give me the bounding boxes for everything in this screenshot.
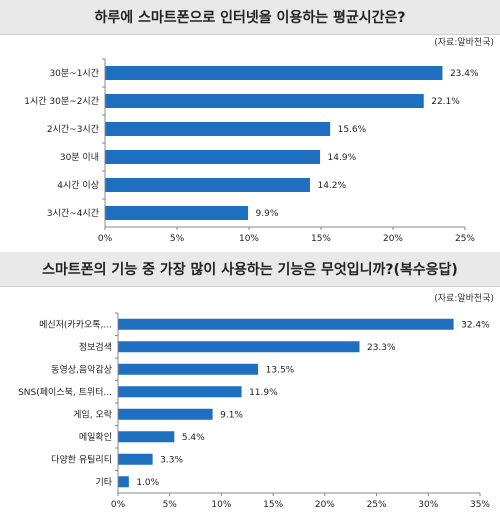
- chart1-bar: [105, 66, 443, 80]
- chart2-value-label: 9.1%: [220, 410, 243, 420]
- chart1-bar: [105, 122, 331, 136]
- chart2-value-label: 11.9%: [249, 388, 278, 398]
- chart2-value-label: 1.0%: [136, 478, 159, 488]
- chart2-value-label: 32.4%: [461, 320, 490, 330]
- chart2-category-label: 정보검색: [79, 341, 112, 353]
- chart1-category-label: 4시간 이상: [57, 180, 99, 191]
- chart1-value-label: 23.4%: [450, 69, 479, 79]
- chart2-value-label: 5.4%: [182, 433, 205, 443]
- chart1-x-tick-label: 0%: [98, 234, 113, 244]
- chart1-source: (자료:알바천국): [434, 37, 494, 48]
- chart2-x-tick-label: 0%: [111, 500, 126, 510]
- chart1-title: 하루에 스마트폰으로 인터넷을 이용하는 평균시간은?: [0, 0, 500, 35]
- chart1-x-tick-label: 15%: [311, 234, 331, 244]
- chart2-bar: [118, 453, 153, 465]
- chart1-value-label: 15.6%: [338, 125, 367, 135]
- chart2-x-tick-label: 25%: [367, 500, 387, 510]
- chart2-title: 스마트폰의 기능 중 가장 많이 사용하는 기능은 무엇입니까?(복수응답): [0, 252, 500, 287]
- chart2-x-tick-label: 10%: [211, 500, 231, 510]
- chart1-value-label: 14.9%: [328, 153, 357, 163]
- chart1-category-label: 30분 이내: [60, 152, 99, 163]
- chart1-value-label: 9.9%: [256, 209, 279, 219]
- chart2-x-tick-label: 35%: [470, 500, 490, 510]
- chart2-source: (자료:알바천국): [434, 293, 494, 304]
- chart2-value-label: 23.3%: [367, 343, 396, 353]
- chart1-x-tick-label: 10%: [239, 234, 259, 244]
- chart2-category-label: 다양한 유틸리티: [51, 454, 112, 465]
- chart2-value-label: 13.5%: [266, 365, 295, 375]
- chart2-category-label: 메일확인: [79, 431, 112, 443]
- chart1-x-tick-label: 25%: [455, 234, 475, 244]
- chart1-value-label: 14.2%: [317, 181, 346, 191]
- chart2-category-label: 메신저(카카오톡,...: [39, 319, 112, 330]
- chart2-plot: (자료:알바천국) 0% 5% 10% 15% 20% 25% 30% 35% 메신저(카카오톡…: [18, 293, 494, 510]
- chart2-bar: [118, 341, 360, 353]
- chart1-category-label: 2시간~3시간: [47, 124, 99, 135]
- chart2-x-tick-label: 20%: [315, 500, 335, 510]
- chart2-category-label: 기타: [95, 477, 112, 488]
- chart2-bar: [118, 386, 242, 398]
- chart2-x-tick-label: 5%: [163, 500, 178, 510]
- chart2-category-label: SNS(페이스북, 트위터...: [18, 387, 112, 398]
- chart1-bar: [105, 178, 310, 192]
- chart2-x-tick-label: 15%: [263, 500, 283, 510]
- chart2-bar: [118, 363, 259, 375]
- chart1-bar: [105, 206, 249, 220]
- chart1-category-label: 1시간 30분~2시간: [24, 96, 99, 107]
- chart1-value-label: 22.1%: [431, 97, 460, 107]
- chart2-x-tick-label: 30%: [418, 500, 438, 510]
- chart2-category-label: 동영상,음악감상: [51, 363, 112, 375]
- chart1-bar: [105, 94, 424, 108]
- chart1-x-tick-label: 5%: [170, 234, 185, 244]
- chart2-bar: [118, 408, 213, 420]
- chart1-x-tick-label: 20%: [383, 234, 403, 244]
- chart1-bar: [105, 150, 321, 164]
- chart1-category-label: 3시간~4시간: [47, 208, 99, 219]
- chart1-category-label: 30분~1시간: [49, 68, 99, 79]
- chart1-plot: (자료:알바천국) 0% 5% 10% 15% 20% 25% 30분~1시간 23.4% 1시…: [24, 37, 494, 244]
- chart2-value-label: 3.3%: [160, 455, 183, 465]
- chart2-bar: [118, 476, 129, 488]
- chart2-bar: [118, 431, 175, 443]
- chart2-category-label: 게임, 오락: [73, 408, 112, 420]
- chart2-bar: [118, 318, 454, 330]
